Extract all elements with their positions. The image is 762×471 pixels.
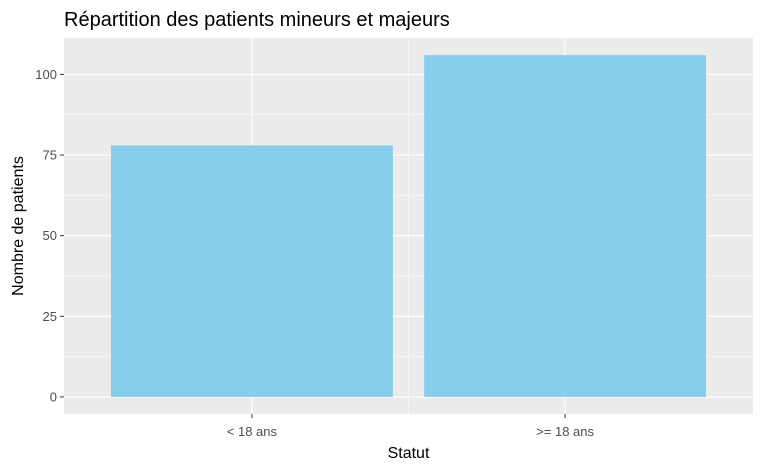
y-axis-title: Nombre de patients: [10, 156, 27, 296]
y-tick-label: 75: [43, 148, 57, 163]
y-tick-label: 100: [35, 67, 57, 82]
y-tick-label: 50: [43, 228, 57, 243]
x-axis: < 18 ans >= 18 ans: [227, 414, 595, 439]
x-tick-label: < 18 ans: [227, 424, 278, 439]
x-tick-label: >= 18 ans: [536, 424, 594, 439]
bar: [110, 145, 393, 397]
x-axis-title: Statut: [388, 445, 430, 462]
y-axis: 0 25 50 75 100: [35, 67, 64, 404]
y-tick-label: 0: [50, 389, 57, 404]
chart-title: Répartition des patients mineurs et maje…: [64, 9, 450, 31]
y-tick-label: 25: [43, 309, 57, 324]
bars: [110, 55, 707, 397]
bar: [424, 55, 707, 397]
